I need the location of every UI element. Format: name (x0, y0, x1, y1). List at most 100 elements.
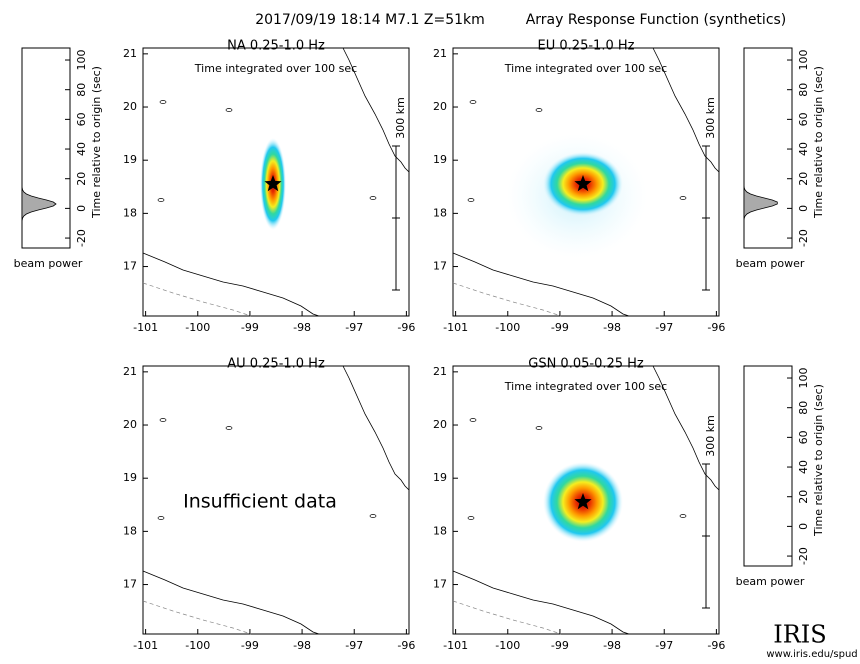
y-tick-label: -20 (797, 229, 810, 247)
y-axis-label: Time relative to origin (sec) (812, 66, 825, 219)
y-tick-label: -20 (797, 547, 810, 565)
y-tick-label: 19 (123, 153, 137, 166)
x-tick-label: -97 (345, 321, 363, 334)
x-tick-label: -100 (495, 321, 520, 334)
y-tick-label: 20 (433, 418, 447, 431)
y-tick-label: -20 (75, 229, 88, 247)
beam-frame (743, 365, 793, 567)
island (225, 426, 233, 430)
y-tick-label: 0 (75, 205, 88, 212)
coastline (452, 252, 630, 317)
y-tick-label: 20 (433, 100, 447, 113)
x-tick-label: -98 (293, 321, 311, 334)
x-axis-label: beam power (736, 575, 805, 588)
y-tick-label: 60 (797, 112, 810, 126)
x-tick-label: -96 (707, 639, 725, 652)
coastline (652, 47, 720, 173)
figure-title: Array Response Function (synthetics) (526, 12, 787, 28)
epicenter (264, 175, 282, 192)
island (157, 198, 165, 202)
logo-url: www.iris.edu/spud (766, 649, 857, 660)
y-tick-label: 19 (123, 471, 137, 484)
x-tick-label: -97 (655, 321, 673, 334)
beam-curve (21, 48, 57, 248)
x-axis-label: beam power (14, 257, 83, 270)
island (369, 514, 377, 518)
coastline (342, 365, 410, 491)
island (467, 198, 475, 202)
island (469, 418, 477, 422)
y-tick-label: 100 (797, 368, 810, 389)
scale-label: 300 km (394, 97, 407, 139)
x-tick-label: -96 (397, 321, 415, 334)
y-tick-label: 40 (75, 142, 88, 156)
panel-subtitle: Time integrated over 100 sec (194, 62, 357, 75)
x-tick-label: -97 (655, 639, 673, 652)
y-tick-label: 17 (433, 260, 447, 273)
y-tick-label: 20 (123, 418, 137, 431)
x-tick-label: -98 (293, 639, 311, 652)
y-tick-label: 18 (123, 206, 137, 219)
trench (452, 282, 562, 317)
x-tick-label: -98 (603, 639, 621, 652)
x-tick-label: -101 (133, 639, 158, 652)
x-tick-label: -99 (241, 639, 259, 652)
island (157, 516, 165, 520)
y-tick-label: 19 (433, 153, 447, 166)
y-tick-label: 21 (433, 47, 447, 60)
y-tick-label: 0 (797, 205, 810, 212)
y-tick-label: 17 (123, 260, 137, 273)
island (369, 196, 377, 200)
y-tick-label: 17 (433, 578, 447, 591)
y-tick-label: 21 (123, 47, 137, 60)
trench (142, 600, 252, 635)
y-tick-label: 40 (797, 460, 810, 474)
coastline (142, 570, 320, 635)
y-tick-label: 18 (433, 206, 447, 219)
y-tick-label: 20 (797, 172, 810, 186)
panel-title: EU 0.25-1.0 Hz (538, 39, 635, 54)
island (469, 100, 477, 104)
island (535, 108, 543, 112)
map-panel: 300 km Time integrated over 100 sec GSN 0.… (433, 357, 725, 653)
trench (142, 282, 252, 317)
y-tick-label: 60 (797, 430, 810, 444)
x-tick-label: -101 (443, 321, 468, 334)
coastline (452, 570, 630, 635)
y-tick-label: 80 (797, 401, 810, 415)
trench (452, 600, 562, 635)
y-tick-label: 80 (797, 83, 810, 97)
y-tick-label: 40 (797, 142, 810, 156)
event-label: 2017/09/19 18:14 M7.1 Z=51km (255, 12, 485, 28)
x-tick-label: -99 (241, 321, 259, 334)
logo: IRIS (773, 621, 826, 649)
x-tick-label: -96 (707, 321, 725, 334)
panel-title: GSN 0.05-0.25 Hz (528, 357, 644, 372)
y-tick-label: 20 (75, 172, 88, 186)
y-axis-label: Time relative to origin (sec) (812, 384, 825, 537)
island (679, 514, 687, 518)
y-tick-label: 0 (797, 523, 810, 530)
coastline (342, 47, 410, 173)
x-tick-label: -100 (185, 639, 210, 652)
x-tick-label: -101 (443, 639, 468, 652)
x-tick-label: -99 (551, 639, 569, 652)
coastline (142, 252, 320, 317)
map-panel: Insufficient data AU 0.25-1.0 Hz -101 -100 -… (123, 357, 415, 653)
beam-frame (743, 47, 793, 249)
y-tick-label: 17 (123, 578, 137, 591)
y-tick-label: 100 (797, 50, 810, 71)
x-axis-label: beam power (736, 257, 805, 270)
x-tick-label: -100 (495, 639, 520, 652)
map-panel: 300 km Time integrated over 100 sec EU 0.2… (433, 39, 725, 335)
y-tick-label: 18 (123, 524, 137, 537)
map-panel: 300 km Time integrated over 100 sec NA 0.2… (123, 39, 415, 335)
y-tick-label: 80 (75, 83, 88, 97)
island (679, 196, 687, 200)
panel-title: NA 0.25-1.0 Hz (227, 39, 325, 54)
panel-title: AU 0.25-1.0 Hz (227, 357, 325, 372)
